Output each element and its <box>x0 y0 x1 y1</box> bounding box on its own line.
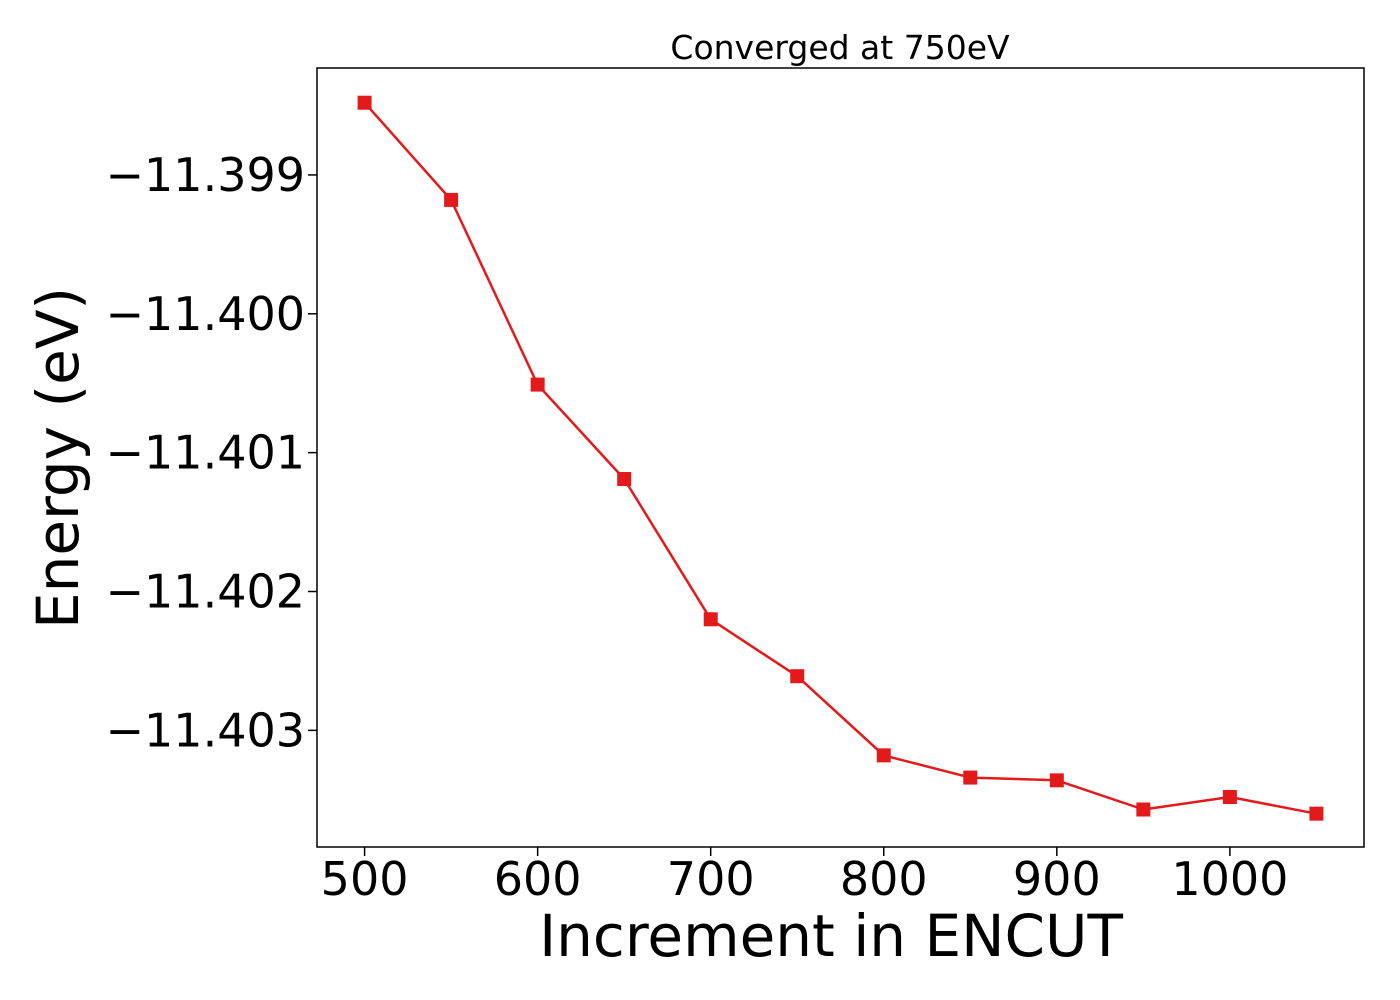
data-point <box>357 95 372 110</box>
x-tick-label: 800 <box>840 852 928 906</box>
chart-title: Converged at 750eV <box>670 28 1010 67</box>
y-tick-label: −11.400 <box>106 287 306 341</box>
x-tick-label: 700 <box>667 852 755 906</box>
series-line <box>363 101 1317 815</box>
x-tick-label: 900 <box>1013 852 1101 906</box>
x-axis-ticks: 500 600 700 800 900 1000 <box>321 847 1288 906</box>
series-layer <box>357 95 1324 821</box>
y-tick-label: −11.402 <box>106 564 306 618</box>
data-point <box>1049 773 1064 788</box>
data-point <box>444 192 459 207</box>
y-tick-label: −11.401 <box>106 426 306 480</box>
data-point <box>1222 790 1237 805</box>
data-point <box>1136 802 1151 817</box>
y-tick-label: −11.399 <box>106 148 306 202</box>
data-point <box>1309 806 1324 821</box>
x-tick-label: 500 <box>321 852 409 906</box>
x-tick-label: 600 <box>494 852 582 906</box>
data-point <box>703 612 718 627</box>
x-axis-label: Increment in ENCUT <box>539 902 1123 970</box>
y-tick-label: −11.403 <box>106 703 306 757</box>
data-point <box>617 472 632 487</box>
data-point <box>963 770 978 785</box>
data-point <box>530 377 545 392</box>
data-point <box>790 669 805 684</box>
y-axis-label: Energy (eV) <box>24 287 92 629</box>
y-axis-ticks: −11.399 −11.400 −11.401 −11.402 −11.403 <box>106 148 317 757</box>
x-tick-label: 1000 <box>1171 852 1288 906</box>
plot-area-frame <box>316 67 1365 848</box>
data-point <box>876 748 891 763</box>
